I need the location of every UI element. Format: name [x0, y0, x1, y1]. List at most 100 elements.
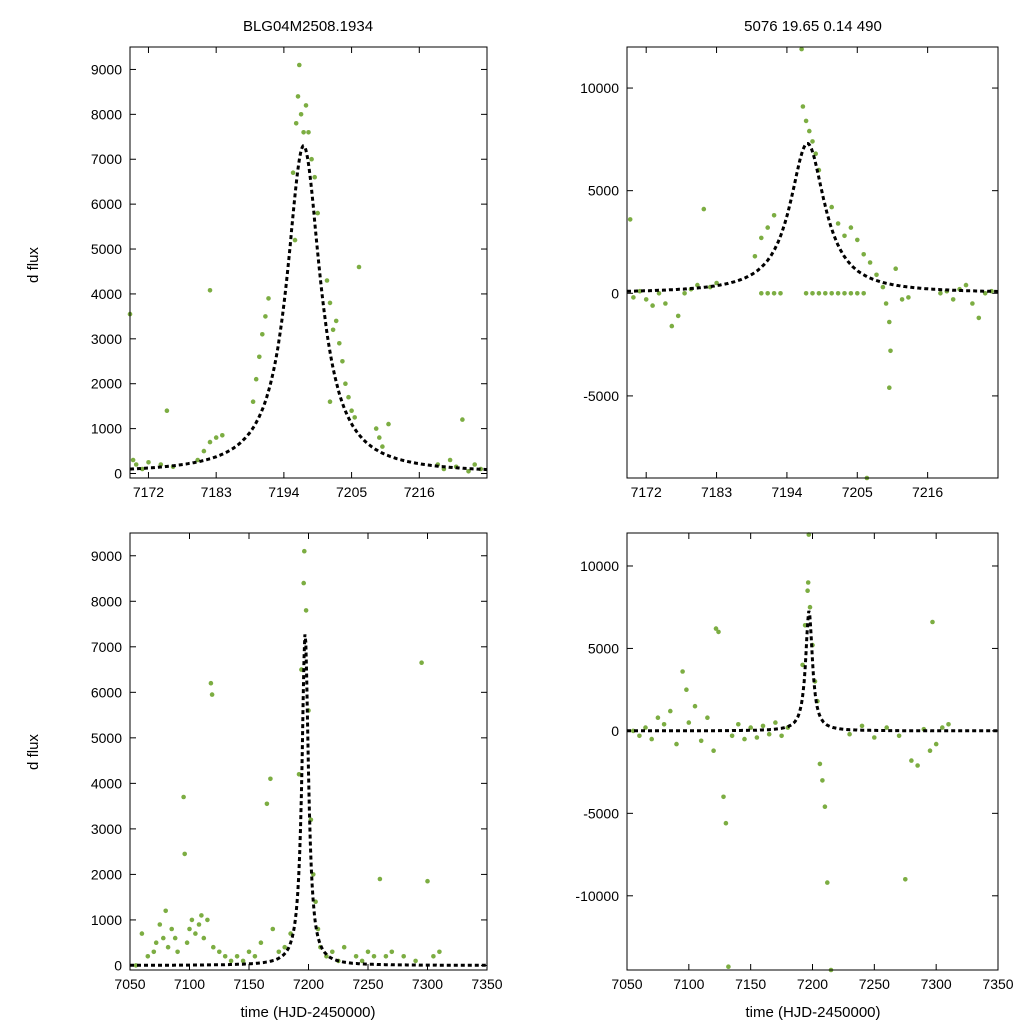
- y-tick-label: 8000: [91, 106, 122, 122]
- data-point: [153, 940, 159, 945]
- x-tick-label: 7183: [701, 484, 732, 500]
- data-point: [909, 758, 914, 763]
- data-point: [927, 748, 933, 753]
- data-point: [246, 949, 252, 955]
- data-point: [759, 291, 764, 296]
- data-point: [701, 206, 707, 212]
- data-point: [888, 348, 893, 354]
- tick-layer: 7172 7183 7194 7205 7216 -5000 0 5000 10000: [580, 47, 998, 500]
- data-point: [164, 408, 170, 414]
- data-point: [353, 954, 359, 959]
- data-point: [631, 295, 636, 300]
- data-point: [327, 399, 333, 405]
- data-point: [386, 421, 391, 427]
- y-tick-label: 2000: [91, 866, 122, 882]
- data-points: [133, 548, 442, 968]
- x-tick-label: 7194: [268, 484, 299, 500]
- data-point: [915, 763, 920, 768]
- y-tick-label: 4000: [91, 286, 122, 302]
- plot-frame: [626, 46, 999, 479]
- data-point: [754, 735, 760, 740]
- data-point: [165, 944, 171, 950]
- data-point: [356, 264, 362, 270]
- data-point: [352, 415, 358, 420]
- data-point: [883, 301, 889, 306]
- y-tick-label: 0: [114, 957, 122, 973]
- data-point: [401, 954, 407, 959]
- data-point: [643, 725, 648, 730]
- data-point: [257, 354, 262, 360]
- data-point: [893, 266, 898, 272]
- data-point: [820, 778, 825, 783]
- x-axis-label: time (HJD-2450000): [240, 1004, 375, 1021]
- data-point: [716, 629, 721, 635]
- data-point: [760, 723, 766, 729]
- data-point: [213, 435, 219, 440]
- data-point: [765, 225, 770, 230]
- x-tick-label: 7100: [174, 976, 205, 992]
- data-point: [946, 722, 951, 727]
- data-point: [472, 462, 478, 467]
- model-curve: [627, 610, 998, 733]
- data-points: [127, 62, 484, 474]
- y-tick-label: -5000: [583, 388, 619, 404]
- data-point: [773, 720, 778, 725]
- data-point: [172, 935, 178, 941]
- data-point: [151, 949, 157, 955]
- y-tick-label: 7000: [91, 639, 122, 655]
- data-point: [779, 733, 784, 739]
- panel-title: BLG04M2508.1934: [243, 18, 373, 35]
- x-tick-label: 7100: [673, 976, 704, 992]
- data-point: [312, 174, 318, 180]
- data-point: [297, 62, 302, 68]
- data-point: [175, 949, 180, 955]
- y-tick-label: 0: [611, 285, 619, 301]
- data-point: [349, 408, 354, 414]
- data-point: [298, 112, 304, 117]
- data-point: [201, 935, 207, 941]
- x-tick-label: 7183: [201, 484, 232, 500]
- data-point: [337, 341, 342, 346]
- data-point: [650, 303, 655, 308]
- data-point: [627, 217, 633, 222]
- data-point: [803, 118, 809, 124]
- data-points: [627, 46, 994, 481]
- data-point: [829, 291, 834, 296]
- data-point: [234, 954, 240, 959]
- data-point: [805, 580, 811, 585]
- data-point: [315, 210, 321, 216]
- data-point: [189, 917, 195, 923]
- data-point: [695, 282, 700, 288]
- y-tick-label: 9000: [91, 61, 122, 77]
- data-point: [303, 103, 309, 108]
- x-tick-label: 7250: [352, 976, 383, 992]
- data-point: [460, 417, 465, 422]
- data-point: [736, 722, 741, 727]
- data-point: [684, 687, 689, 692]
- y-tick-label: 9000: [91, 548, 122, 564]
- data-point: [682, 291, 687, 296]
- plot-frame: [626, 532, 999, 971]
- data-point: [139, 931, 145, 936]
- y-axis-label: d flux: [25, 734, 42, 770]
- plot-frame: [129, 46, 488, 479]
- y-tick-label: 5000: [588, 183, 619, 199]
- data-point: [721, 794, 726, 800]
- data-point: [874, 272, 879, 278]
- tick-layer: 7050 7100 7150 7200 7250 7300 7350 -10000 -5000 0…: [575, 533, 1014, 992]
- data-point: [163, 908, 168, 914]
- data-point: [371, 954, 377, 959]
- data-point: [680, 669, 685, 674]
- data-point: [803, 291, 809, 296]
- data-point: [778, 291, 783, 296]
- y-tick-label: 0: [114, 466, 122, 482]
- data-point: [205, 917, 210, 923]
- x-tick-label: 7050: [114, 976, 145, 992]
- data-point: [133, 462, 139, 467]
- data-point: [829, 204, 834, 210]
- data-point: [698, 738, 704, 744]
- data-point: [637, 733, 642, 739]
- data-point: [276, 949, 282, 955]
- data-point: [301, 580, 307, 586]
- x-tick-label: 7205: [842, 484, 873, 500]
